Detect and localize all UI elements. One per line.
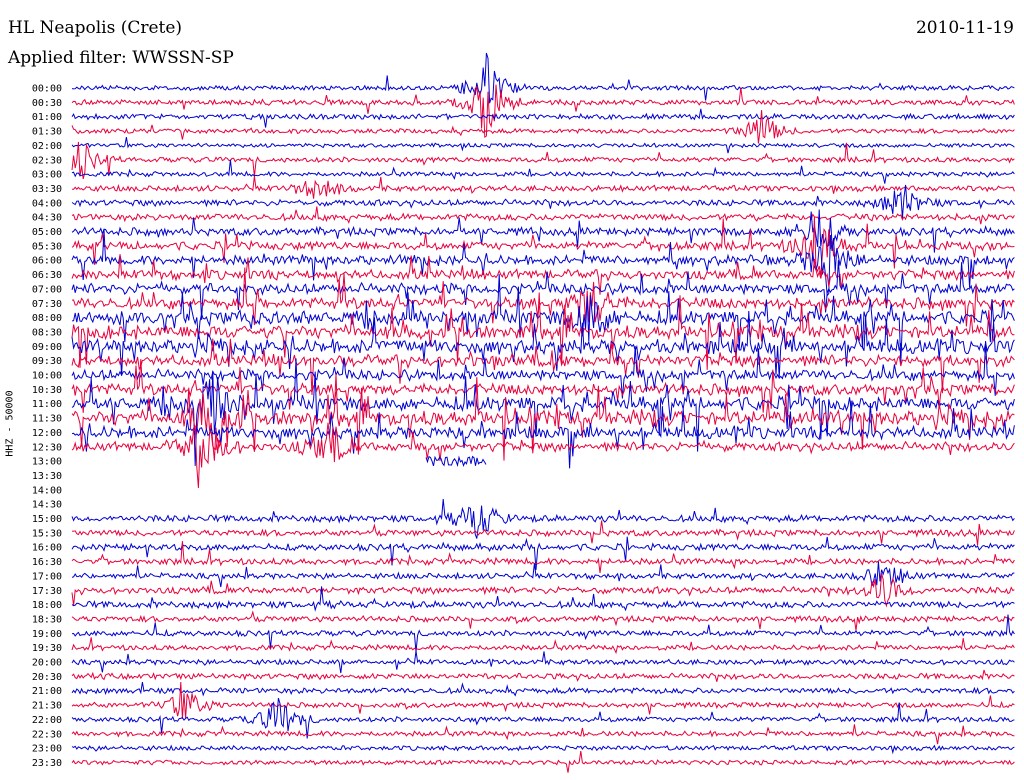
trace-line xyxy=(71,108,1015,128)
row-label: 05:30 xyxy=(32,241,62,252)
row-label: 16:30 xyxy=(32,557,62,568)
trace-line xyxy=(71,260,1015,320)
row-label: 23:30 xyxy=(32,758,62,769)
trace-line xyxy=(71,84,1015,139)
trace-line xyxy=(71,52,1015,104)
trace-line xyxy=(71,137,1015,154)
trace-line xyxy=(71,110,1015,144)
trace-line xyxy=(71,536,1015,570)
row-label: 12:30 xyxy=(32,442,62,453)
trace-line xyxy=(71,209,1015,253)
date-label: 2010-11-19 xyxy=(915,18,1014,38)
row-label: 03:00 xyxy=(32,170,62,181)
row-label: 06:00 xyxy=(32,256,62,267)
trace-line xyxy=(71,573,1015,608)
station-title: HL Neapolis (Crete) xyxy=(8,18,183,38)
trace-line xyxy=(71,561,1015,588)
row-label: 10:30 xyxy=(32,385,62,396)
row-label: 00:00 xyxy=(32,84,62,95)
row-label: 02:00 xyxy=(32,141,62,152)
row-label: 06:30 xyxy=(32,270,62,281)
trace-line xyxy=(71,359,1015,413)
trace-line xyxy=(71,586,1015,612)
row-label: 20:30 xyxy=(32,672,62,683)
row-label: 19:00 xyxy=(32,629,62,640)
row-label: 09:30 xyxy=(32,356,62,367)
trace-line xyxy=(71,650,1015,674)
row-label: 08:00 xyxy=(32,313,62,324)
row-label: 19:30 xyxy=(32,643,62,654)
row-label: 21:00 xyxy=(32,686,62,697)
trace-line xyxy=(71,159,1015,184)
row-label: 13:00 xyxy=(32,457,62,468)
row-label: 01:00 xyxy=(32,112,62,123)
trace-line xyxy=(71,400,1015,469)
row-label: 11:00 xyxy=(32,399,62,410)
row-label: 22:00 xyxy=(32,715,62,726)
trace-line xyxy=(71,669,1015,682)
trace-line xyxy=(71,338,1015,396)
trace-line xyxy=(71,520,1015,546)
trace-line xyxy=(71,373,1015,461)
row-label: 17:30 xyxy=(32,586,62,597)
row-label: 03:30 xyxy=(32,184,62,195)
trace-line xyxy=(71,141,1015,180)
row-label: 17:00 xyxy=(32,571,62,582)
trace-line xyxy=(71,724,1015,745)
row-label: 18:30 xyxy=(32,614,62,625)
row-label: 01:30 xyxy=(32,127,62,138)
trace-line xyxy=(71,637,1015,655)
row-label: 23:00 xyxy=(32,744,62,755)
row-label: 15:00 xyxy=(32,514,62,525)
trace-line xyxy=(71,682,1015,697)
row-label: 08:30 xyxy=(32,327,62,338)
row-label: 14:30 xyxy=(32,500,62,511)
row-label: 07:30 xyxy=(32,299,62,310)
row-label: 10:00 xyxy=(32,371,62,382)
trace-line xyxy=(425,455,487,468)
trace-line xyxy=(71,254,1015,295)
trace-line xyxy=(72,176,1015,199)
row-label: 18:00 xyxy=(32,600,62,611)
row-label: 09:00 xyxy=(32,342,62,353)
row-label: 04:30 xyxy=(32,213,62,224)
row-label: 22:30 xyxy=(32,729,62,740)
trace-line xyxy=(71,610,1015,631)
trace-line xyxy=(71,267,1015,327)
row-label: 02:30 xyxy=(32,155,62,166)
row-label: 05:00 xyxy=(32,227,62,238)
row-label: 07:00 xyxy=(32,284,62,295)
row-label: 20:00 xyxy=(32,658,62,669)
trace-line xyxy=(71,216,1015,276)
row-label: 21:30 xyxy=(32,701,62,712)
trace-line xyxy=(71,229,1015,297)
trace-line xyxy=(71,340,1015,399)
row-label: 12:00 xyxy=(32,428,62,439)
trace-line xyxy=(71,541,1015,574)
trace-line xyxy=(71,697,1015,739)
trace-line xyxy=(71,184,1015,219)
row-label: 00:30 xyxy=(32,98,62,109)
trace-line xyxy=(71,358,1015,466)
trace-line xyxy=(71,614,1015,653)
filter-label: Applied filter: WWSSN-SP xyxy=(8,48,234,68)
trace-line xyxy=(71,274,1015,364)
row-label: 04:00 xyxy=(32,198,62,209)
trace-line xyxy=(71,499,1015,539)
row-label: 15:30 xyxy=(32,528,62,539)
row-label: 16:00 xyxy=(32,543,62,554)
trace-line xyxy=(71,744,1015,755)
trace-line xyxy=(71,206,1015,225)
row-label: 13:30 xyxy=(32,471,62,482)
trace-line xyxy=(71,422,1015,489)
trace-line xyxy=(71,750,1015,773)
row-label: 11:30 xyxy=(32,414,62,425)
row-label: 14:00 xyxy=(32,485,62,496)
trace-line xyxy=(71,292,1015,370)
trace-line xyxy=(71,681,1015,719)
